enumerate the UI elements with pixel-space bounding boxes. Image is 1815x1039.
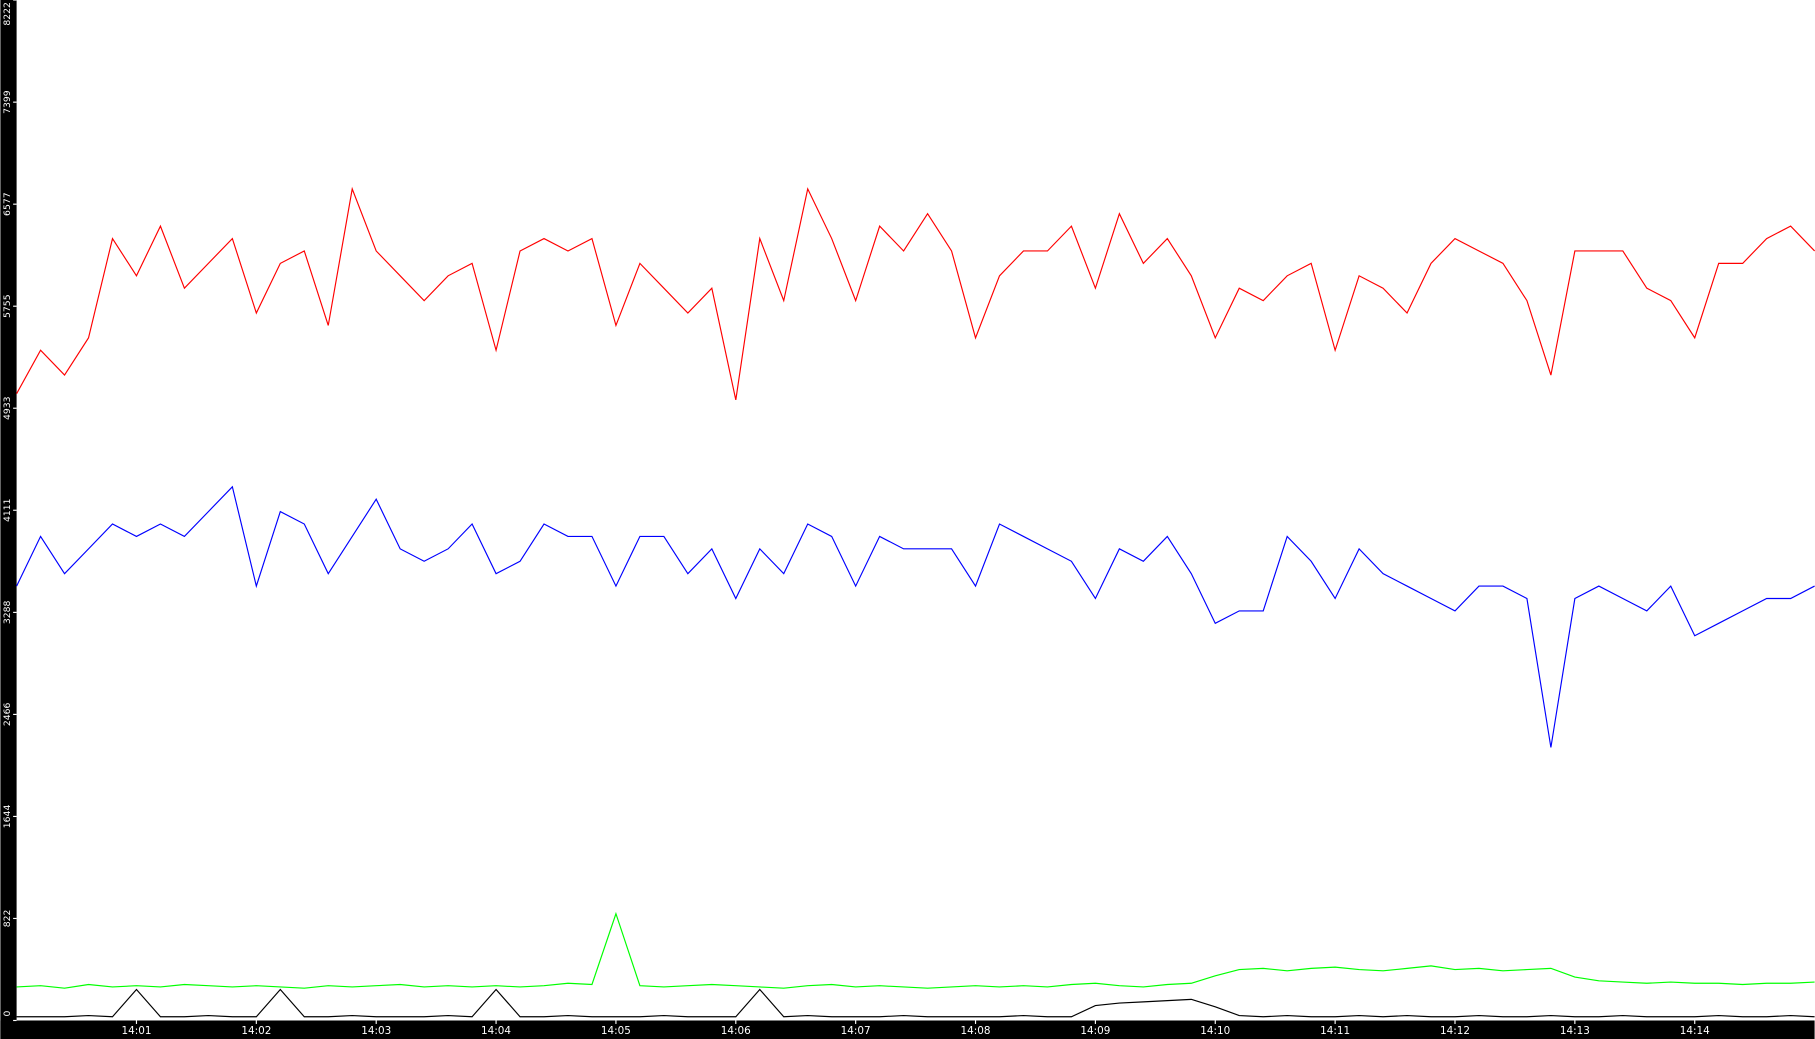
x-tick-label: 14:09 bbox=[1080, 1025, 1110, 1037]
y-tick-label: 7399 bbox=[2, 90, 13, 114]
series-line bbox=[16, 186, 1815, 401]
x-axis-strip bbox=[0, 1020, 1815, 1039]
x-tick-label: 14:11 bbox=[1320, 1025, 1350, 1037]
x-tick-label: 14:01 bbox=[121, 1025, 151, 1037]
x-tick-label: 14:07 bbox=[841, 1025, 871, 1037]
y-tick-label: 822 bbox=[2, 910, 13, 928]
x-tick-label: 14:02 bbox=[241, 1025, 271, 1037]
y-tick-label: 5755 bbox=[2, 294, 13, 318]
x-tick-label: 14:05 bbox=[601, 1025, 631, 1037]
series-line bbox=[16, 911, 1815, 989]
series-line bbox=[16, 485, 1815, 748]
x-tick-label: 14:10 bbox=[1200, 1025, 1230, 1037]
y-axis-strip bbox=[0, 0, 17, 1039]
y-tick-label: 0 bbox=[2, 1010, 13, 1016]
series-group bbox=[16, 186, 1815, 1018]
y-tick-label: 3288 bbox=[2, 601, 13, 625]
y-tick-label: 8222 bbox=[2, 2, 13, 26]
y-tick-label: 6577 bbox=[2, 192, 13, 216]
x-tick-label: 14:03 bbox=[361, 1025, 391, 1037]
x-tick-label: 14:12 bbox=[1440, 1025, 1470, 1037]
x-tick-label: 14:04 bbox=[481, 1025, 511, 1037]
x-tick-label: 14:06 bbox=[721, 1025, 751, 1037]
x-tick-label: 14:14 bbox=[1680, 1025, 1710, 1037]
x-tick-label: 14:13 bbox=[1560, 1025, 1590, 1037]
x-tick-label: 14:08 bbox=[961, 1025, 991, 1037]
series-line bbox=[16, 988, 1815, 1018]
y-tick-label: 4933 bbox=[2, 396, 13, 420]
y-tick-label: 1644 bbox=[2, 805, 13, 829]
axes-group: 0 822 1644 2466 3288 4111 4933 5755 6577 7399 8222… bbox=[2, 0, 1710, 1037]
y-tick-label: 4111 bbox=[2, 498, 13, 522]
y-tick-label: 2466 bbox=[2, 703, 13, 727]
